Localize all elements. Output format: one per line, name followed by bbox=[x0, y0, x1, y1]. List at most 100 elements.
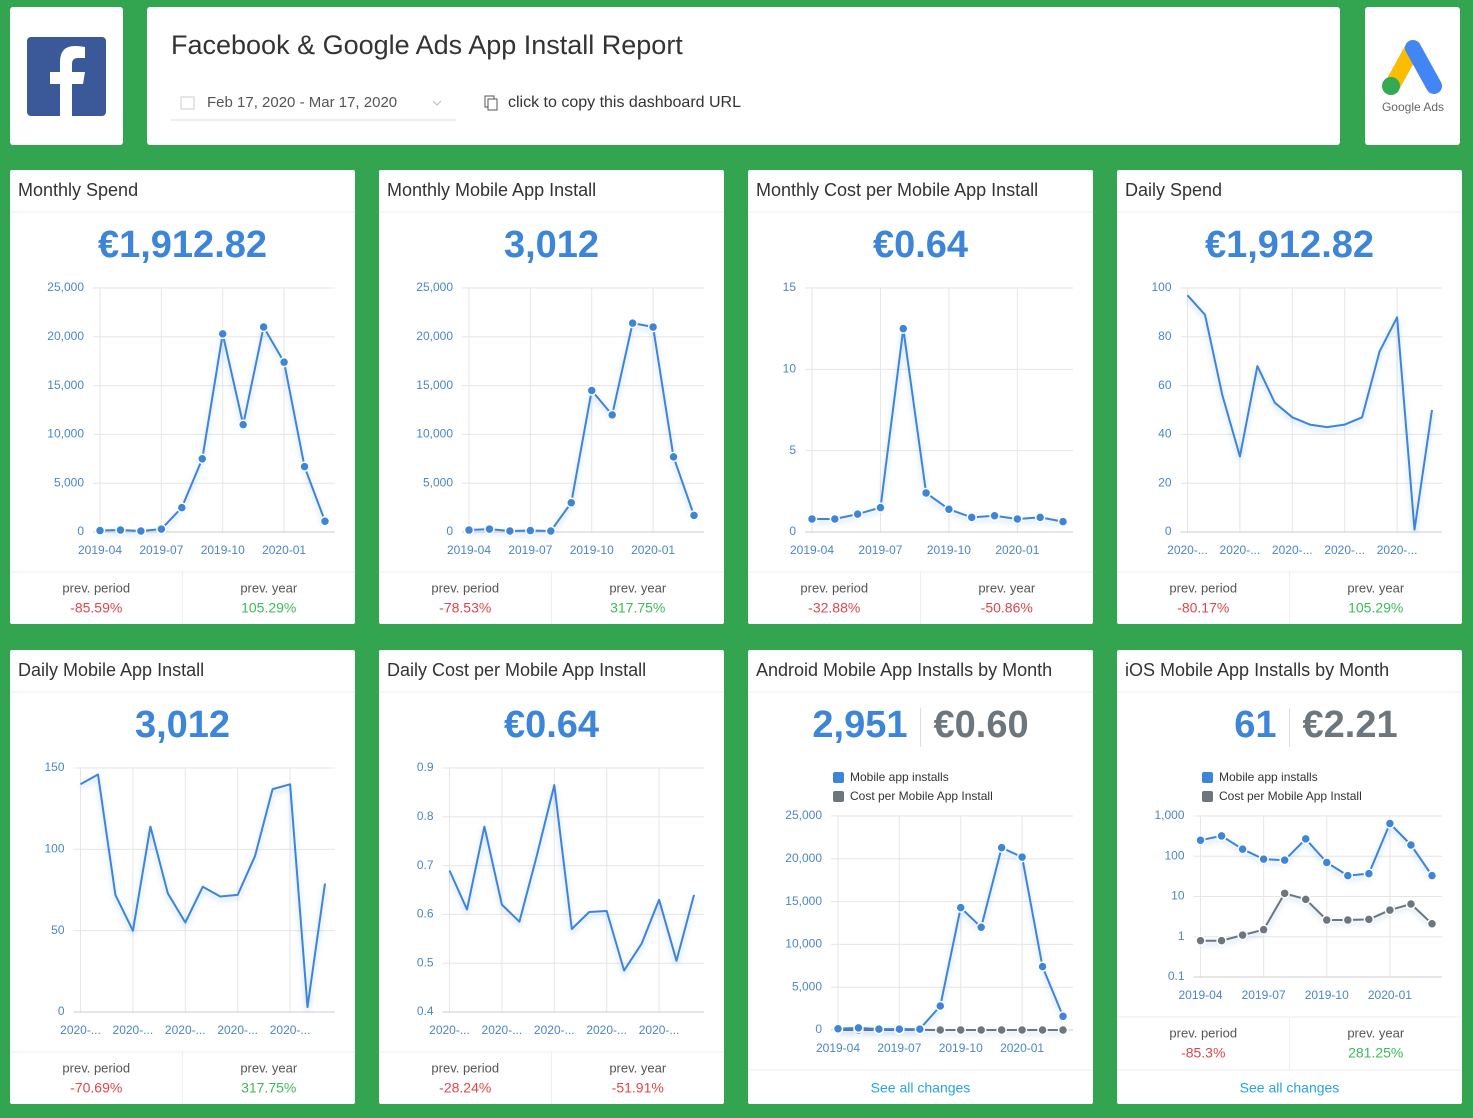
series-line bbox=[1186, 294, 1433, 531]
data-point bbox=[1216, 830, 1227, 842]
compare-value: -85.59% bbox=[70, 600, 122, 616]
data-point bbox=[996, 842, 1007, 853]
card-title: Android Mobile App Installs by Month bbox=[756, 660, 1052, 680]
y-tick-label: 0.7 bbox=[417, 858, 434, 872]
data-point bbox=[832, 1023, 844, 1034]
data-point bbox=[319, 516, 331, 527]
y-tick-label: 10 bbox=[783, 362, 797, 376]
compare-value: -80.17% bbox=[1177, 600, 1229, 616]
date-picker[interactable]: Feb 17, 2020 - Mar 17, 2020 bbox=[171, 94, 456, 121]
data-point bbox=[1363, 868, 1375, 879]
compare-value: -70.69% bbox=[70, 1080, 122, 1096]
chevron bbox=[432, 100, 442, 106]
x-tick-label: 2020-... bbox=[60, 1023, 101, 1037]
see-all-changes[interactable]: See all changes bbox=[1240, 1080, 1340, 1096]
copy-icon bbox=[487, 98, 498, 111]
x-tick-label: 2019-07 bbox=[877, 1041, 921, 1055]
x-tick-label: 2020-01 bbox=[1000, 1041, 1044, 1055]
y-tick-label: 15,000 bbox=[416, 378, 453, 392]
x-tick-label: 2019-04 bbox=[447, 543, 491, 557]
card-title: Daily Cost per Mobile App Install bbox=[387, 660, 646, 680]
x-tick-label: 2019-04 bbox=[790, 543, 834, 557]
card bbox=[10, 650, 355, 1104]
compare-value: -32.88% bbox=[808, 600, 860, 616]
data-point bbox=[668, 451, 679, 463]
compare-label: prev. period bbox=[1169, 580, 1237, 595]
data-point bbox=[1216, 935, 1227, 946]
data-point bbox=[135, 525, 147, 537]
see-all-changes[interactable]: See all changes bbox=[871, 1080, 971, 1096]
data-point bbox=[914, 1023, 926, 1035]
data-point bbox=[935, 1024, 946, 1036]
data-point bbox=[920, 487, 932, 499]
series-line bbox=[80, 773, 326, 1009]
card bbox=[748, 650, 1093, 1104]
y-tick-label: 80 bbox=[1158, 329, 1172, 343]
kpi-value: €1,912.82 bbox=[98, 224, 267, 266]
compare-value: 317.75% bbox=[610, 600, 665, 616]
date-range[interactable]: Feb 17, 2020 - Mar 17, 2020 bbox=[207, 94, 397, 111]
y-tick-label: 10,000 bbox=[785, 937, 822, 951]
data-point bbox=[217, 328, 228, 340]
compare-label: prev. year bbox=[240, 580, 298, 595]
data-point bbox=[873, 1023, 885, 1035]
kpi-value: 61 bbox=[1234, 704, 1276, 746]
y-tick-label: 1 bbox=[1178, 929, 1185, 943]
data-point bbox=[1384, 904, 1396, 916]
data-point bbox=[829, 513, 841, 525]
copy-link[interactable]: click to copy this dashboard URL bbox=[508, 94, 741, 111]
data-point bbox=[955, 1024, 966, 1036]
y-tick-label: 15,000 bbox=[785, 894, 822, 908]
x-tick-label: 2020-01 bbox=[262, 543, 306, 557]
data-point bbox=[1279, 888, 1290, 899]
x-tick-label: 2019-07 bbox=[858, 543, 902, 557]
x-tick-label: 2020-... bbox=[429, 1023, 470, 1037]
legend-swatch bbox=[1202, 772, 1213, 783]
card bbox=[748, 170, 1093, 624]
x-tick-label: 2020-... bbox=[1167, 543, 1208, 557]
data-point bbox=[1426, 918, 1438, 930]
data-point bbox=[1195, 834, 1206, 846]
card bbox=[379, 650, 724, 1104]
y-tick-label: 15 bbox=[783, 280, 797, 294]
copy-url[interactable]: click to copy this dashboard URL bbox=[484, 94, 741, 111]
x-tick-label: 2020-... bbox=[113, 1023, 154, 1037]
data-point bbox=[989, 510, 1000, 521]
compare-label: prev. period bbox=[431, 580, 499, 595]
card-title: Daily Spend bbox=[1125, 180, 1222, 200]
y-tick-label: 0 bbox=[77, 524, 84, 538]
data-point bbox=[1321, 914, 1333, 926]
data-point bbox=[1057, 516, 1069, 527]
compare-label: prev. period bbox=[800, 580, 868, 595]
y-tick-label: 25,000 bbox=[785, 808, 822, 822]
compare-value: -51.91% bbox=[612, 1080, 664, 1096]
data-point bbox=[1279, 854, 1290, 866]
facebook-f bbox=[50, 46, 85, 116]
data-point bbox=[627, 317, 638, 329]
compare-label: prev. period bbox=[62, 580, 130, 595]
data-point bbox=[996, 1024, 1007, 1036]
data-point bbox=[647, 321, 659, 333]
compare-value: 281.25% bbox=[1348, 1045, 1403, 1061]
data-point bbox=[1384, 818, 1396, 829]
compare-value: -28.24% bbox=[439, 1080, 491, 1096]
data-point bbox=[688, 510, 700, 521]
y-tick-label: 0.9 bbox=[417, 760, 434, 774]
y-tick-label: 0 bbox=[446, 524, 453, 538]
y-tick-label: 5 bbox=[789, 443, 796, 457]
kpi-value: 3,012 bbox=[504, 224, 599, 266]
compare-label: prev. period bbox=[1169, 1025, 1237, 1040]
compare-label: prev. year bbox=[609, 1060, 667, 1075]
compare-value: -85.3% bbox=[1181, 1045, 1225, 1061]
card bbox=[1117, 170, 1462, 624]
data-point bbox=[1012, 513, 1023, 525]
legend-label: Mobile app installs bbox=[850, 770, 949, 784]
card bbox=[10, 170, 355, 624]
data-point bbox=[1321, 857, 1333, 868]
x-tick-label: 2020-... bbox=[217, 1023, 258, 1037]
data-point bbox=[1237, 843, 1248, 855]
y-tick-label: 10,000 bbox=[47, 427, 84, 441]
compare-value: 105.29% bbox=[241, 600, 296, 616]
data-point bbox=[237, 419, 249, 430]
